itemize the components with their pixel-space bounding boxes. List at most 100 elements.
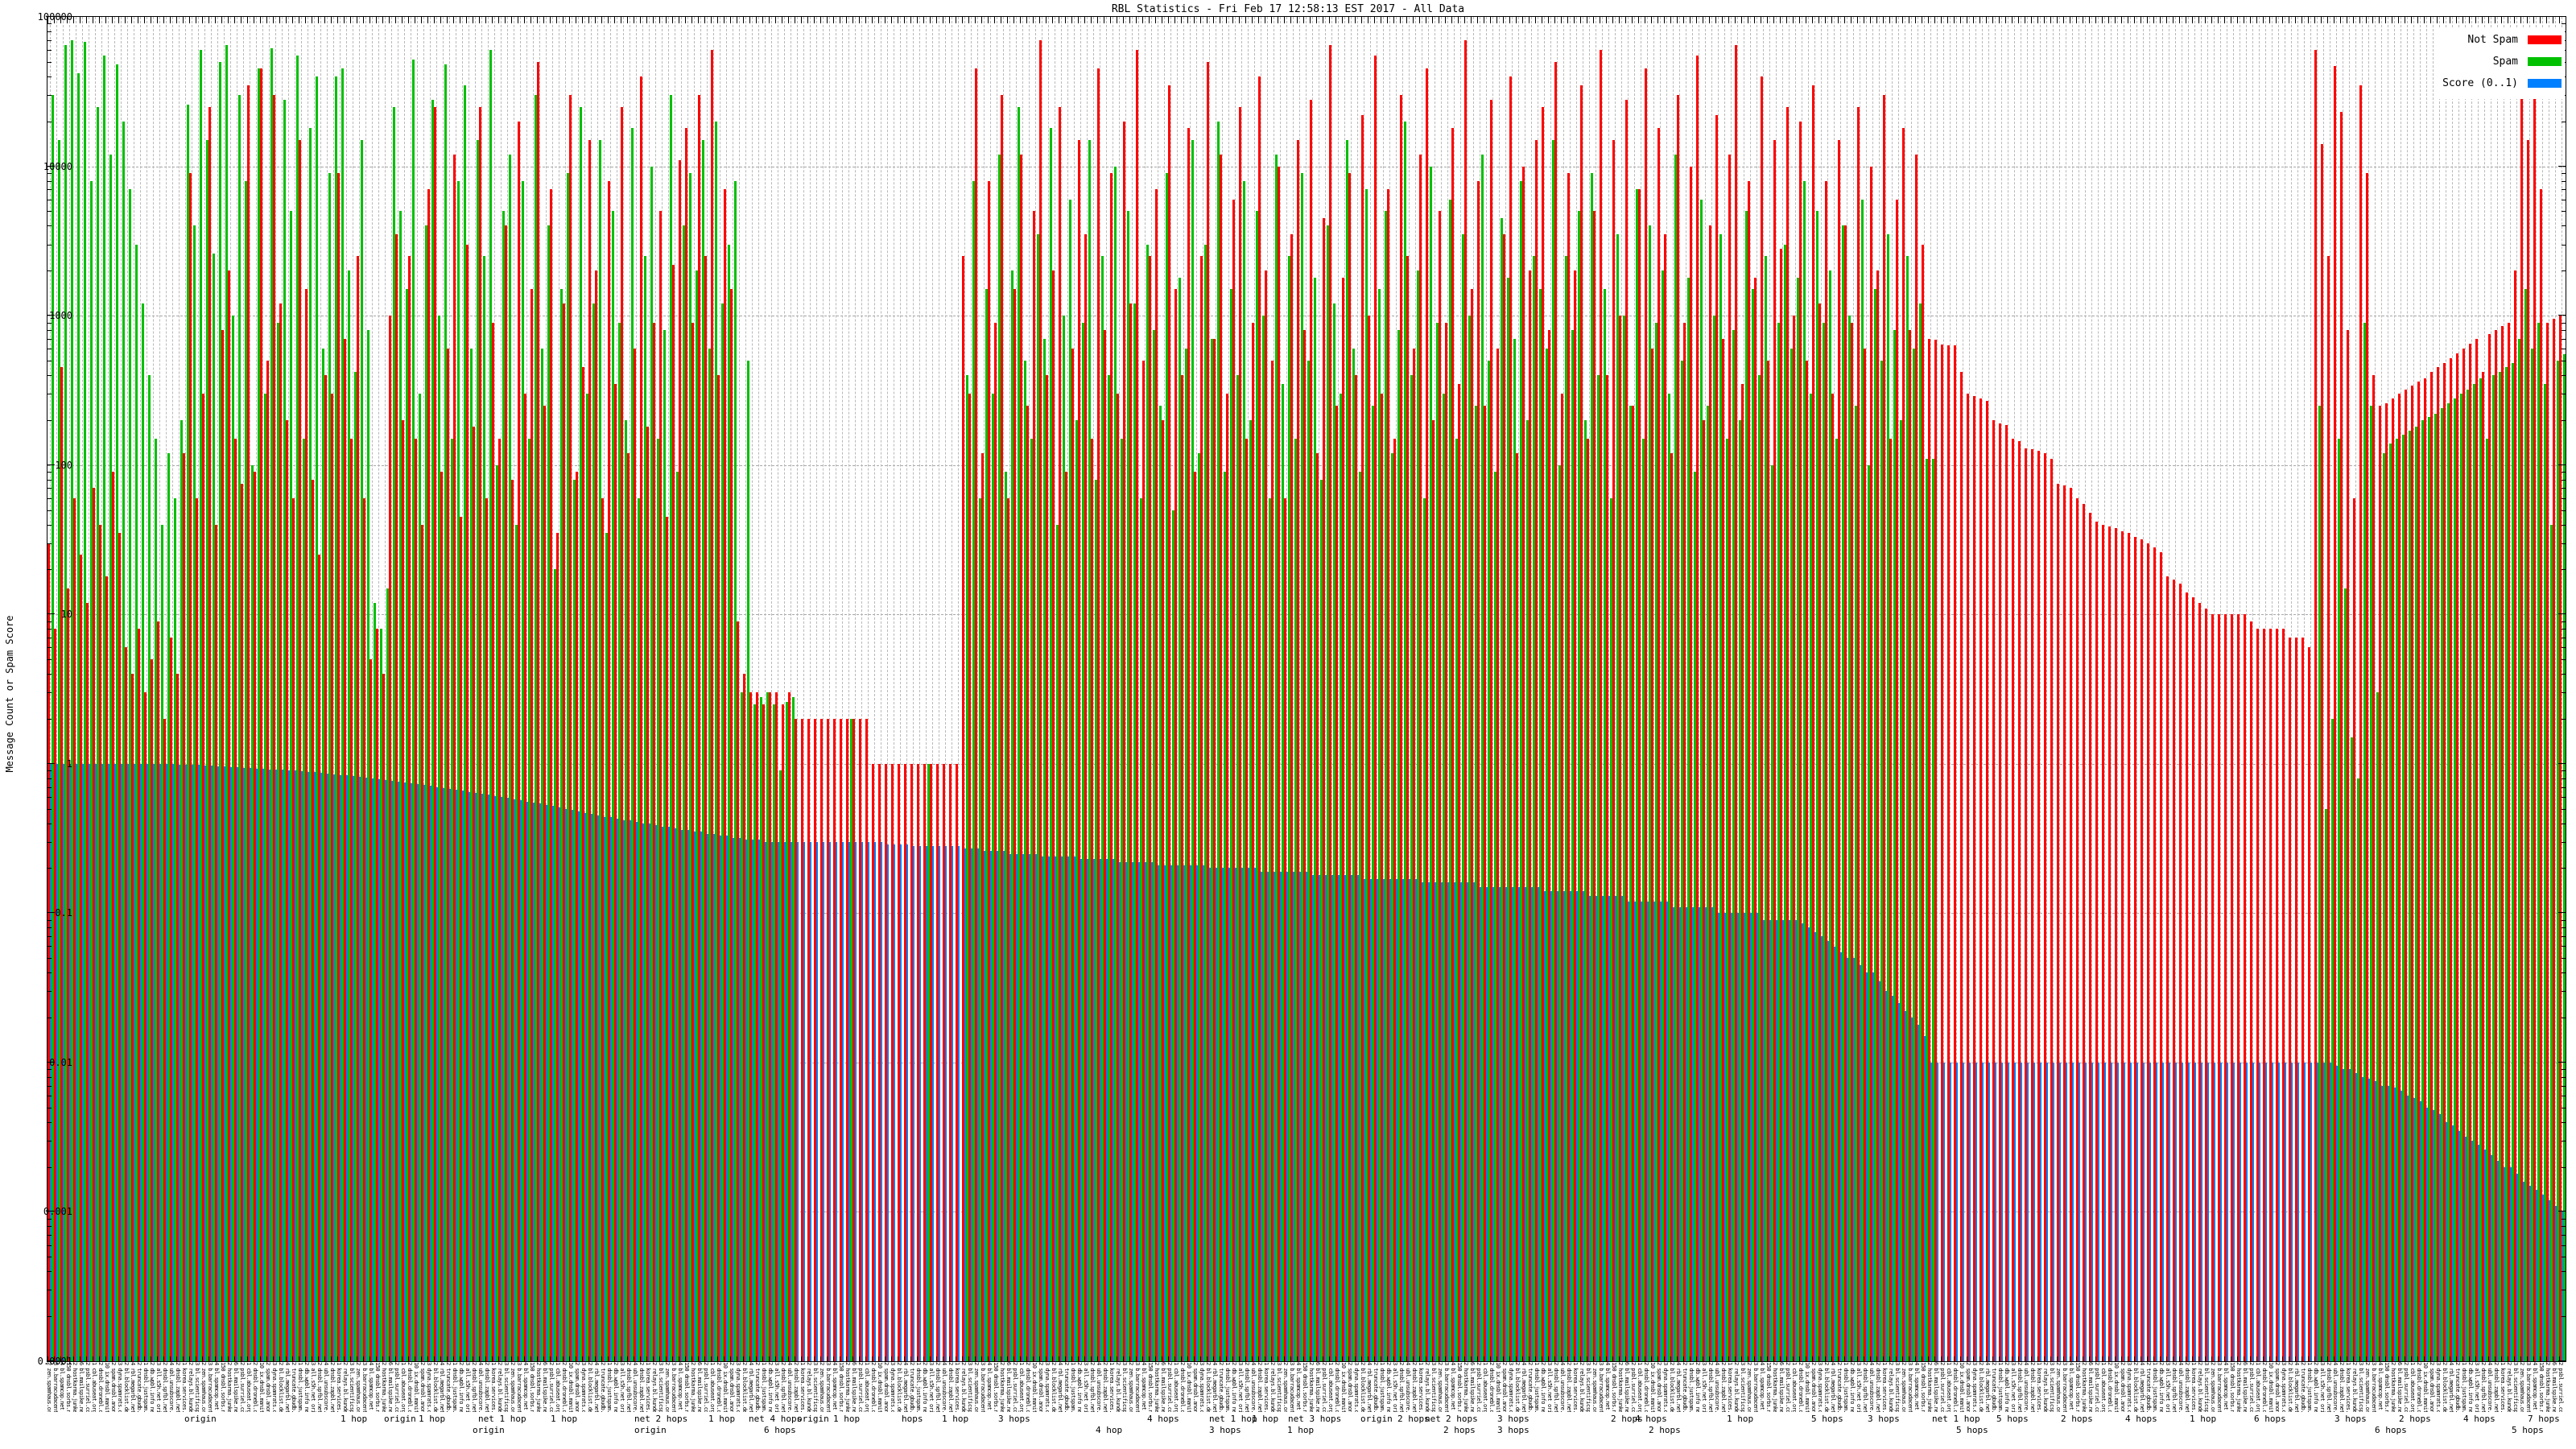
bar-score xyxy=(2091,1062,2094,1361)
cluster-gridline xyxy=(2149,17,2150,1361)
x-tick-label: 2 truncate.gbudb.net 1 hop xyxy=(2145,1362,2152,1412)
bar-score xyxy=(339,774,342,1361)
x-tick-label: 1 dnsbl.justspam.org 2 hops xyxy=(1379,1362,1385,1412)
bar-cluster xyxy=(956,17,962,1361)
bar-cluster xyxy=(2398,17,2405,1361)
bar-score xyxy=(1421,882,1424,1361)
bar-cluster xyxy=(795,17,801,1361)
bar-spam xyxy=(1269,497,1271,1361)
cluster-gridline xyxy=(430,17,431,1361)
bar-spam xyxy=(1475,405,1477,1361)
bar-spam xyxy=(1249,419,1252,1361)
x-tick-label: 3 all.s5h.net origin xyxy=(1083,1362,1089,1412)
bar-cluster xyxy=(1638,17,1645,1361)
bar-cluster xyxy=(1368,17,1374,1361)
bar-score xyxy=(2335,1066,2339,1361)
bar-spam xyxy=(470,349,473,1361)
bar-spam xyxy=(1829,270,1831,1361)
bar-cluster xyxy=(1001,17,1007,1361)
x-tick-label: 3 b.barracudacentral.org 1 hop xyxy=(1752,1362,1759,1412)
bar-cluster xyxy=(395,17,402,1361)
bar-not-spam xyxy=(2501,326,2504,1361)
bar-not-spam xyxy=(1091,439,1093,1361)
x-tick-label: 4 rbl.megarbl.net 3 hops xyxy=(1366,1362,1373,1412)
bar-spam xyxy=(1307,360,1310,1361)
x-tick-label: 2 spam.dnsbl.anonmails.de 2 hops xyxy=(574,1362,580,1412)
bar-not-spam xyxy=(1181,374,1183,1361)
bar-spam xyxy=(2357,778,2359,1361)
cluster-gridline xyxy=(56,17,57,1361)
bar-not-spam xyxy=(782,704,784,1361)
x-axis-word-label: 1 hop xyxy=(1252,1414,1279,1424)
bar-score xyxy=(2348,1069,2351,1361)
bar-score xyxy=(1080,859,1083,1361)
bar-not-spam xyxy=(350,439,353,1361)
cluster-gridline xyxy=(1550,17,1551,1361)
cluster-gridline xyxy=(662,17,663,1361)
cluster-gridline xyxy=(913,17,914,1361)
bar-spam xyxy=(1732,330,1735,1361)
bar-score xyxy=(133,763,136,1361)
bar-score xyxy=(545,804,548,1361)
bar-cluster xyxy=(1683,17,1690,1361)
bar-not-spam xyxy=(1484,405,1486,1361)
x-tick-label: 2 zen.spamhaus.org origin xyxy=(1591,1362,1598,1412)
bar-score xyxy=(358,776,361,1361)
bar-spam xyxy=(245,180,247,1361)
bar-spam xyxy=(1005,472,1007,1361)
cluster-gridline xyxy=(179,17,180,1361)
cluster-gridline xyxy=(1467,17,1468,1361)
bar-not-spam xyxy=(1896,199,1898,1361)
x-tick-label: 4 rbl.megarbl.net 3 hops xyxy=(902,1362,909,1412)
bar-not-spam xyxy=(427,189,430,1361)
x-tick-label: 2 dnsbl.dronebl.org 4 hops xyxy=(252,1362,258,1412)
bar-score xyxy=(2284,1062,2287,1361)
x-tick-label: 2 bl.blocklist.de origin xyxy=(896,1362,902,1412)
cluster-gridline xyxy=(1950,17,1951,1361)
bar-not-spam xyxy=(1844,225,1847,1361)
bar-cluster xyxy=(595,17,601,1361)
minor-tick xyxy=(2562,841,2566,843)
bar-score xyxy=(223,766,226,1361)
cluster-gridline xyxy=(2349,17,2350,1361)
x-tick-label: 2 hostkarma.junkemailfilter.com origin xyxy=(2545,1362,2551,1412)
bar-score xyxy=(1640,901,1643,1361)
cluster-gridline xyxy=(282,17,283,1361)
x-tick-label: 2 dnsbl.zapbl.net 3 hops xyxy=(1566,1362,1572,1412)
cluster-gridline xyxy=(288,17,289,1361)
bar-score xyxy=(770,841,774,1361)
bar-spam xyxy=(663,330,666,1361)
x-tick-label: 150 dnsbl.sorbs.net net 1 hop xyxy=(1147,1362,1154,1412)
x-tick-label: 2 db.wpbl.info net 4 hops xyxy=(1231,1362,1237,1412)
bar-not-spam xyxy=(1123,121,1125,1361)
bar-not-spam xyxy=(2186,592,2188,1361)
cluster-gridline xyxy=(314,17,315,1361)
bar-not-spam xyxy=(1632,405,1634,1361)
bar-score xyxy=(281,770,284,1361)
bar-spam xyxy=(1024,360,1026,1361)
cluster-gridline xyxy=(346,17,347,1361)
bar-spam xyxy=(1649,225,1651,1361)
bar-score xyxy=(706,833,709,1361)
x-tick-label: 2 db.wpbl.info net 4 hops xyxy=(1695,1362,1701,1412)
bar-spam xyxy=(683,225,685,1361)
x-tick-label: 150 dnsbl.sorbs.net net 1 hop xyxy=(2229,1362,2235,1412)
x-tick-label: 2 dnsbl.zapbl.net 3 hops xyxy=(638,1362,645,1412)
bar-not-spam xyxy=(2108,526,2111,1361)
bar-spam xyxy=(1127,211,1129,1361)
bar-score xyxy=(1067,856,1070,1361)
x-tick-label: 3 bl.scientificspam.net 6 hops xyxy=(2358,1362,2364,1412)
bar-cluster xyxy=(1065,17,1071,1361)
x-tick-label: 6 bl.mailspike.net 3 hops xyxy=(2551,1362,2557,1412)
x-tick-label: 2 hostkarma.junkemailfilter.com origin xyxy=(1154,1362,1160,1412)
x-tick-label: 2 db.wpbl.info net 4 hops xyxy=(1076,1362,1083,1412)
bar-spam xyxy=(264,394,266,1361)
bar-not-spam xyxy=(318,555,320,1361)
x-axis-word-label: 4 hops xyxy=(1635,1414,1667,1424)
bar-spam xyxy=(361,139,363,1361)
x-tick-label: 2 zen.spamhaus.org origin xyxy=(2519,1362,2525,1412)
major-tick xyxy=(47,16,55,17)
bar-cluster xyxy=(1522,17,1529,1361)
bar-score xyxy=(2554,1205,2557,1361)
minor-tick xyxy=(2562,1076,2566,1078)
